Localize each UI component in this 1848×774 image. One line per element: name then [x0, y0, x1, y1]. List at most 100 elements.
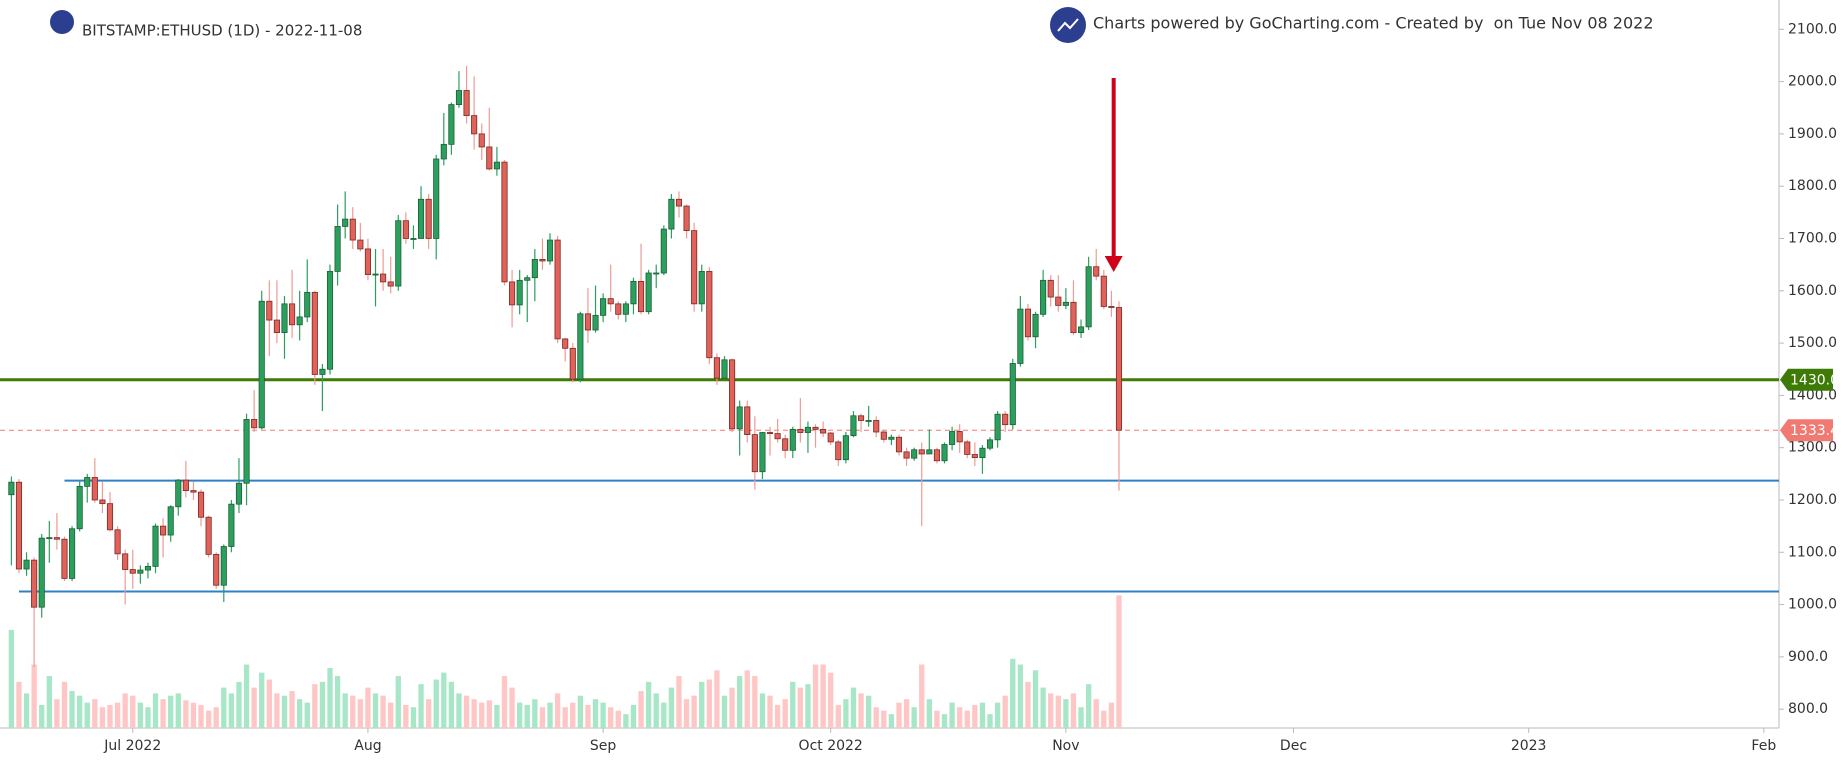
candle-body — [971, 454, 978, 459]
volume-bar — [949, 702, 955, 728]
candle-body — [736, 406, 743, 430]
candle-body — [926, 449, 933, 455]
volume-bar — [683, 699, 690, 728]
volume-bar — [92, 699, 98, 728]
volume-bar — [509, 687, 515, 728]
volume-bar — [175, 693, 181, 728]
candle-body — [865, 420, 872, 422]
candle-body — [53, 537, 60, 540]
last-price-label: 1333.4 — [1790, 423, 1839, 439]
candle-body — [258, 300, 265, 429]
volume-bar — [668, 687, 675, 728]
candle-body — [205, 516, 212, 555]
volume-bar — [623, 714, 629, 728]
candle-body — [342, 218, 349, 227]
volume-bar — [934, 710, 940, 728]
volume-bar — [562, 707, 568, 728]
candle-body — [1040, 279, 1047, 315]
candle-body — [160, 525, 167, 536]
y-tick-label: 1400.0 — [1788, 387, 1837, 403]
volume-bar — [964, 710, 970, 728]
candle-body — [1055, 296, 1062, 306]
volume-bar — [941, 714, 948, 728]
candle-body — [630, 280, 637, 305]
candle-body — [524, 277, 531, 281]
volume-bar — [1085, 684, 1092, 728]
volume-bar — [190, 702, 197, 728]
candle-body — [964, 441, 971, 455]
candle-body — [175, 479, 182, 508]
candle-body — [653, 272, 660, 275]
volume-bar — [365, 687, 371, 728]
candle-body — [509, 281, 516, 306]
candle-body — [243, 419, 250, 484]
y-tick-label: 1300.0 — [1788, 440, 1837, 456]
volume-bar — [767, 695, 773, 728]
volume-bar — [903, 699, 910, 728]
volume-bar — [661, 702, 667, 728]
volume-bar — [1048, 693, 1054, 728]
volume-bar — [797, 687, 804, 728]
volume-bar — [979, 702, 986, 728]
volume-bar — [8, 629, 15, 728]
candle-body — [8, 481, 15, 496]
volume-bar — [304, 702, 310, 728]
volume-bar — [198, 704, 204, 728]
y-tick-label: 1600.0 — [1788, 283, 1837, 299]
candle-body — [334, 226, 341, 272]
volume-bar — [456, 693, 462, 728]
candle-body — [129, 569, 136, 574]
volume-bar — [152, 693, 159, 728]
volume-bar — [372, 693, 379, 728]
volume-bar — [31, 664, 37, 728]
volume-bar — [737, 676, 743, 728]
volume-bar — [221, 687, 227, 728]
volume-bar — [539, 707, 546, 728]
volume-bar — [425, 699, 432, 728]
volume-bar — [107, 704, 113, 728]
volume-bar — [289, 691, 295, 728]
candle-body — [486, 146, 493, 170]
volume-bar — [77, 695, 83, 728]
candle-body — [721, 359, 728, 379]
candle-body — [251, 419, 258, 429]
candle-body — [478, 133, 485, 148]
candle-body — [668, 198, 675, 230]
candle-body — [744, 406, 751, 436]
candle-body — [228, 503, 235, 547]
logo — [50, 10, 74, 34]
candle-body — [122, 553, 129, 570]
volume-bar — [410, 707, 417, 728]
volume-bar — [84, 702, 90, 728]
volume-bar — [486, 700, 492, 728]
candle-body — [23, 559, 30, 570]
candle-body — [46, 537, 53, 540]
candle-body — [615, 303, 622, 315]
volume-bar — [608, 707, 614, 728]
volume-bar — [99, 707, 106, 728]
candle-body — [729, 359, 736, 430]
volume-bar — [759, 693, 766, 728]
volume-bar — [714, 670, 720, 728]
volume-bar — [858, 693, 864, 728]
candle-body — [167, 506, 174, 536]
volume-bar — [896, 702, 902, 728]
candle-body — [850, 415, 857, 437]
volume-bar — [1116, 595, 1122, 728]
candle-body — [766, 432, 774, 434]
volume-bar — [706, 679, 712, 728]
volume-bar — [160, 699, 166, 728]
candle-body — [501, 161, 508, 283]
candle-body — [1024, 308, 1032, 338]
volume-bar — [228, 693, 235, 728]
candle-body — [471, 115, 478, 135]
candle-body — [706, 271, 713, 359]
volume-bar — [873, 707, 879, 728]
volume-bar — [554, 693, 561, 728]
candle-body — [569, 347, 576, 380]
candle-body — [99, 499, 106, 505]
candle-body — [918, 449, 925, 455]
volume-bar — [395, 676, 401, 728]
volume-bar — [1070, 693, 1077, 728]
